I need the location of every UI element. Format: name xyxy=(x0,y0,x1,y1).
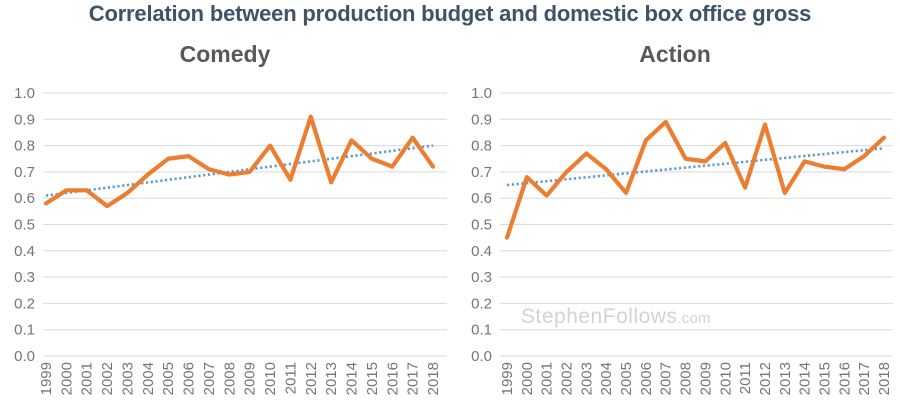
y-tick-label: 1.0 xyxy=(14,85,35,102)
x-tick-label: 2002 xyxy=(559,362,576,395)
watermark: StephenFollows.com xyxy=(521,305,711,329)
x-tick-label: 2017 xyxy=(405,362,422,395)
x-tick-label: 2012 xyxy=(303,362,320,395)
x-tick-label: 2006 xyxy=(638,362,655,395)
x-tick-label: 2013 xyxy=(777,362,794,395)
x-tick-label: 2013 xyxy=(323,362,340,395)
x-tick-label: 2003 xyxy=(578,362,595,395)
x-tick-label: 2011 xyxy=(282,362,299,394)
x-tick-label: 2005 xyxy=(160,362,177,395)
y-tick-label: 0.0 xyxy=(471,348,492,365)
y-tick-label: 0.6 xyxy=(14,190,35,207)
action-chart-title: Action xyxy=(639,41,711,67)
x-axis-tick-labels: 1999 2000 2001 2002 2003 2004 2005 2006 2007 2008… xyxy=(38,362,442,395)
y-tick-label: 1.0 xyxy=(471,85,492,102)
x-tick-label: 2009 xyxy=(242,362,259,395)
x-tick-label: 2003 xyxy=(119,362,136,395)
y-tick-label: 0.1 xyxy=(471,322,492,339)
y-tick-label: 0.5 xyxy=(14,217,35,234)
x-tick-label: 2018 xyxy=(876,362,893,395)
x-tick-label: 2008 xyxy=(678,362,695,395)
y-tick-label: 0.4 xyxy=(14,243,35,260)
x-tick-label: 2015 xyxy=(816,362,833,395)
x-tick-label: 2000 xyxy=(58,362,75,395)
x-tick-label: 2004 xyxy=(140,362,157,395)
data-series-line xyxy=(43,114,436,209)
y-axis-tick-labels: 0.0 0.1 0.2 0.3 0.4 0.5 0.6 0.7 0.8 0.9 1.0 xyxy=(14,85,35,365)
gridlines xyxy=(43,92,447,357)
x-tick-label: 1999 xyxy=(38,362,55,395)
x-tick-label: 2012 xyxy=(757,362,774,395)
y-tick-label: 0.9 xyxy=(471,111,492,128)
x-tick-label: 2007 xyxy=(658,362,675,395)
x-tick-label: 2004 xyxy=(598,362,615,395)
trend-line xyxy=(45,144,434,197)
x-tick-label: 2001 xyxy=(79,362,96,395)
watermark-suffix: .com xyxy=(677,310,711,327)
watermark-main: StephenFollows xyxy=(521,305,678,328)
y-tick-label: 0.4 xyxy=(471,243,492,260)
x-tick-label: 2011 xyxy=(737,362,754,394)
figure-title: Correlation between production budget an… xyxy=(88,1,812,26)
x-tick-label: 2015 xyxy=(364,362,381,395)
x-tick-label: 2002 xyxy=(99,362,116,395)
y-tick-label: 0.2 xyxy=(14,295,35,312)
x-tick-label: 2016 xyxy=(384,362,401,395)
x-tick-label: 2017 xyxy=(856,362,873,395)
gridlines xyxy=(500,92,893,357)
y-tick-label: 0.6 xyxy=(471,190,492,207)
x-tick-label: 2008 xyxy=(221,362,238,395)
x-tick-label: 2016 xyxy=(836,362,853,395)
y-tick-label: 0.2 xyxy=(471,295,492,312)
data-series-line xyxy=(504,119,887,240)
x-tick-label: 2000 xyxy=(519,362,536,395)
y-tick-label: 0.5 xyxy=(471,217,492,234)
x-tick-label: 2005 xyxy=(618,362,635,395)
x-tick-label: 2014 xyxy=(344,362,361,395)
y-tick-label: 0.0 xyxy=(14,348,35,365)
x-tick-label: 2014 xyxy=(797,362,814,395)
x-tick-label: 2010 xyxy=(717,362,734,395)
y-tick-label: 0.8 xyxy=(14,138,35,155)
y-axis-tick-labels: 0.0 0.1 0.2 0.3 0.4 0.5 0.6 0.7 0.8 0.9 1.0 xyxy=(471,85,492,365)
y-tick-label: 0.3 xyxy=(471,269,492,286)
x-tick-label: 2010 xyxy=(262,362,279,395)
trend-line xyxy=(506,146,885,187)
x-tick-label: 2009 xyxy=(697,362,714,395)
y-tick-label: 0.9 xyxy=(14,111,35,128)
x-tick-label: 2007 xyxy=(201,362,218,395)
y-tick-label: 0.3 xyxy=(14,269,35,286)
x-tick-label: 2018 xyxy=(425,362,442,395)
x-tick-label: 2006 xyxy=(181,362,198,395)
x-tick-label: 1999 xyxy=(499,362,516,395)
y-tick-label: 0.1 xyxy=(14,322,35,339)
y-tick-label: 0.7 xyxy=(471,164,492,181)
x-tick-label: 2001 xyxy=(539,362,556,395)
comedy-chart-title: Comedy xyxy=(179,41,271,67)
y-tick-label: 0.7 xyxy=(14,164,35,181)
x-axis-tick-labels: 1999 2000 2001 2002 2003 2004 2005 2006 2007 2008… xyxy=(499,362,893,395)
y-tick-label: 0.8 xyxy=(471,138,492,155)
